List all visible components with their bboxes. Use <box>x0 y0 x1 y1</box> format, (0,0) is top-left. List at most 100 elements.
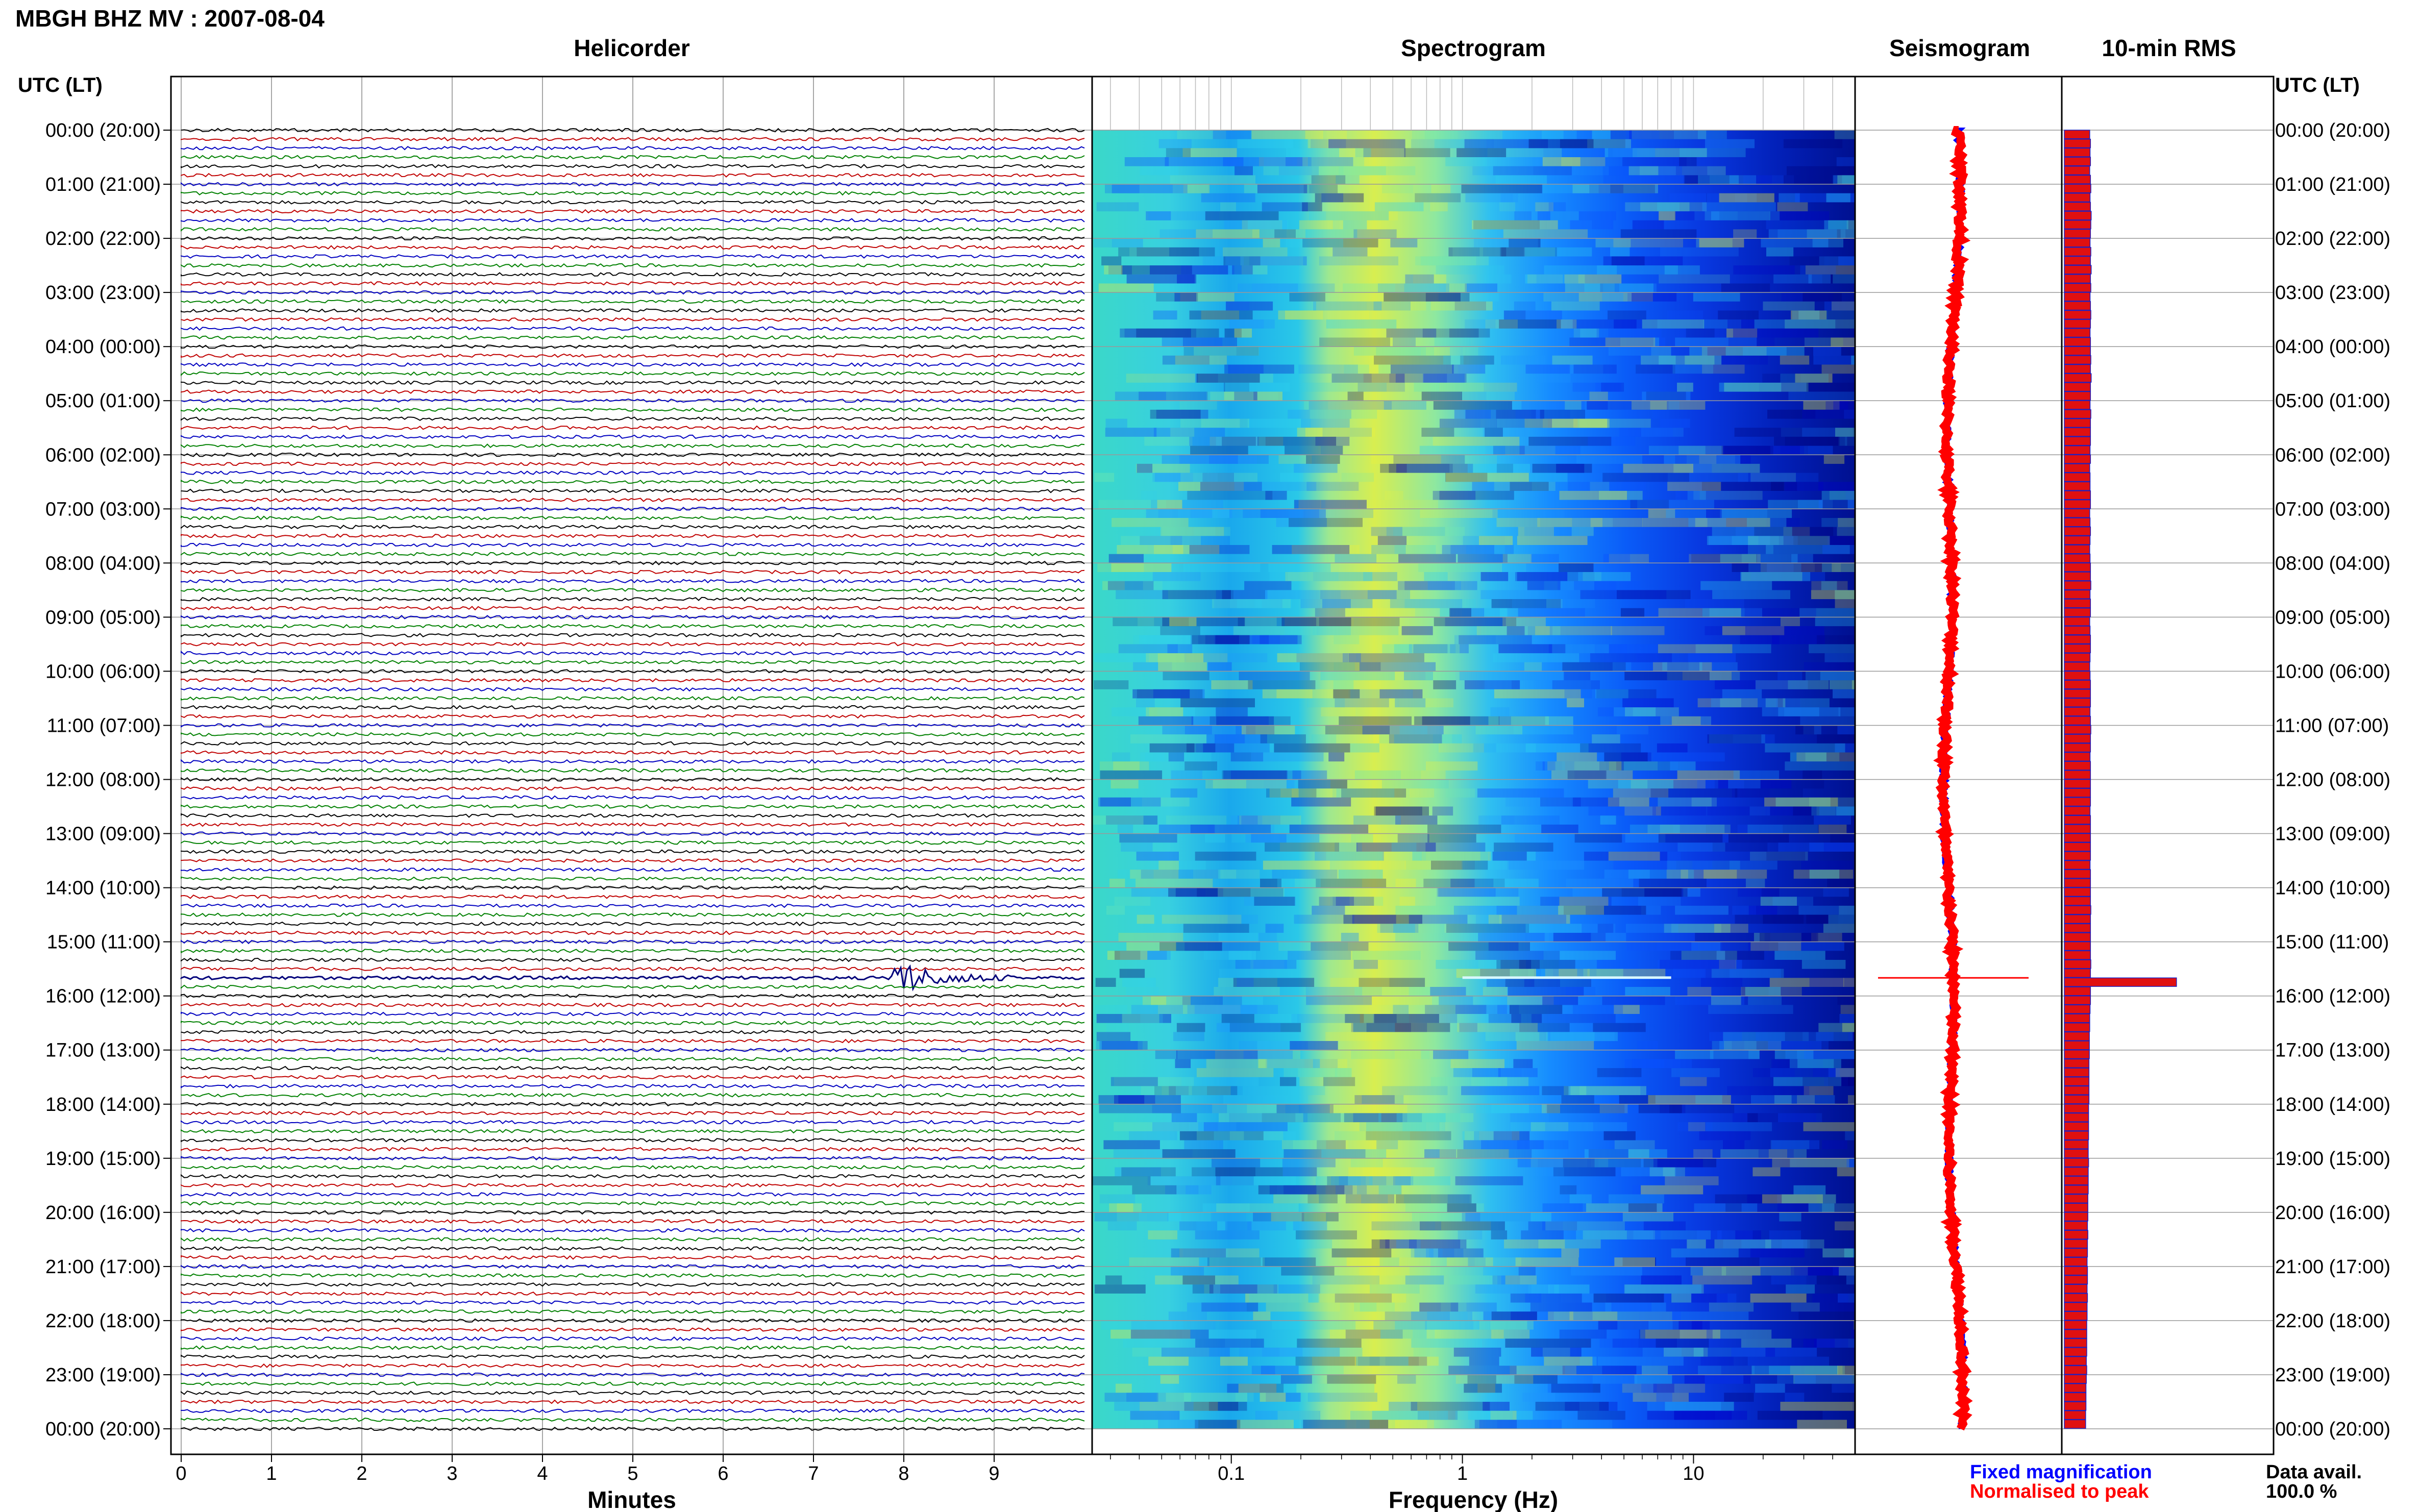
spectrogram-cell <box>1773 1077 1842 1086</box>
spectrogram-cell <box>1517 905 1586 915</box>
helicorder-trace <box>181 768 1085 773</box>
helicorder-trace <box>181 759 1085 764</box>
spectrogram-cell <box>1320 445 1343 455</box>
spectrogram-cell <box>1695 1095 1722 1104</box>
spectrogram-cell <box>1483 428 1528 437</box>
spectrogram-cell <box>1657 202 1680 212</box>
spectrogram-cell <box>1406 463 1468 473</box>
spectrogram-cell <box>1832 1383 1855 1393</box>
rms-bar <box>2064 301 2091 311</box>
spectrogram-cell <box>1573 797 1619 807</box>
frequency-axis-title: Frequency (Hz) <box>1389 1486 1558 1512</box>
spectrogram-cell <box>1371 1221 1441 1231</box>
spectrogram-cell <box>1475 860 1508 870</box>
rms-bar <box>2064 572 2091 581</box>
spectrogram-cell <box>1480 969 1510 978</box>
spectrogram-cell <box>1816 1339 1855 1348</box>
spectrogram-cell <box>1175 355 1227 365</box>
spectrogram-cell <box>1843 978 1855 987</box>
spectrogram-cell <box>1675 905 1729 915</box>
spectrogram-cell <box>1669 1104 1735 1113</box>
spectrogram-cell <box>1265 842 1339 852</box>
time-label-right: 09:00 (05:00) <box>2275 607 2390 628</box>
spectrogram-cell <box>1325 1032 1383 1042</box>
spectrogram-cell <box>1701 482 1784 491</box>
rms-bar <box>2064 346 2091 356</box>
spectrogram-cell <box>1775 797 1831 807</box>
spectrogram-cell <box>1206 1059 1267 1069</box>
spectrogram-cell <box>1649 1167 1675 1177</box>
spectrogram-cell <box>1677 770 1740 780</box>
helicorder-trace <box>181 182 1085 187</box>
spectrogram-cell <box>1154 1086 1238 1096</box>
spectrogram-cell <box>1158 1420 1199 1429</box>
helicorder-trace <box>181 1065 1085 1071</box>
spectrogram-cell <box>1560 139 1625 148</box>
spectrogram-cell <box>1779 1212 1801 1222</box>
spectrogram-cell <box>1543 951 1616 960</box>
helicorder-trace <box>181 155 1085 160</box>
spectrogram-cell <box>1625 833 1666 843</box>
spectrogram-cell <box>1480 418 1548 428</box>
spectrogram-cell <box>1567 572 1631 581</box>
spectrogram-cell <box>1563 1158 1641 1168</box>
spectrogram-cell <box>1239 1347 1303 1357</box>
spectrogram-cell <box>1210 436 1283 446</box>
helicorder-trace <box>181 218 1085 223</box>
spectrogram-cell <box>1671 1068 1720 1077</box>
spectrogram-cell <box>1146 211 1171 220</box>
spectrogram-cell <box>1845 490 1855 500</box>
spectrogram-cell <box>1541 824 1578 834</box>
spectrogram-cell <box>1474 1257 1521 1267</box>
spectrogram-cell <box>1360 1302 1377 1312</box>
helicorder-trace <box>181 1408 1085 1414</box>
spectrogram-cell <box>1734 428 1803 437</box>
spectrogram-cell <box>1348 1167 1435 1177</box>
spectrogram-cell <box>1590 518 1643 527</box>
spectrogram-cell <box>1743 346 1787 356</box>
spectrogram-cell <box>1824 653 1855 662</box>
spectrogram-cell <box>1323 1077 1355 1086</box>
spectrogram-cell <box>1851 355 1855 365</box>
helicorder-trace <box>181 533 1085 538</box>
spectrogram-cell <box>1186 1185 1212 1195</box>
helicorder-trace <box>181 939 1085 945</box>
spectrogram-cell <box>1341 788 1406 798</box>
rms-bar <box>2064 499 2091 509</box>
spectrogram-cell <box>1559 1329 1607 1339</box>
helicorder-trace <box>181 903 1085 908</box>
spectrogram-cell <box>1224 364 1294 374</box>
spectrogram-cell <box>1773 274 1812 284</box>
spectrogram-cell <box>1447 1194 1470 1204</box>
spectrogram-cell <box>1101 256 1122 266</box>
spectrogram-cell <box>1313 572 1397 581</box>
spectrogram-cell <box>1784 482 1823 491</box>
spectrogram-cell <box>1158 139 1192 148</box>
spectrogram-cell <box>1419 1302 1459 1312</box>
spectrogram-cell <box>1092 1176 1151 1185</box>
spectrogram-cell <box>1822 1140 1847 1150</box>
spectrogram-cell <box>1298 500 1321 509</box>
spectrogram-cell <box>1515 1257 1579 1267</box>
helicorder-trace <box>181 1138 1085 1143</box>
spectrogram-cell <box>1112 518 1189 527</box>
spectrogram-cell <box>1481 1140 1530 1150</box>
rms-bar <box>2064 995 2091 1005</box>
time-label-right: 16:00 (12:00) <box>2275 986 2390 1007</box>
spectrogram-cell <box>1507 626 1525 635</box>
spectrogram-cell <box>1436 897 1520 906</box>
spectrogram-cell <box>1319 617 1400 627</box>
spectrogram-cell <box>1150 409 1201 419</box>
spectrogram-cell <box>1261 1366 1299 1375</box>
spectrogram-cell <box>1829 490 1855 500</box>
minute-tick-label: 2 <box>356 1463 367 1484</box>
spectrogram-cell <box>1801 960 1846 969</box>
helicorder-trace <box>181 885 1085 890</box>
spectrogram-cell <box>1475 951 1560 960</box>
minutes-axis-title: Minutes <box>587 1486 676 1512</box>
spectrogram-cell <box>1612 662 1632 672</box>
spectrogram-cell <box>1780 374 1829 383</box>
spectrogram-cell <box>1639 878 1707 888</box>
spectrogram-cell <box>1541 969 1585 978</box>
spectrogram-cell <box>1442 545 1494 554</box>
